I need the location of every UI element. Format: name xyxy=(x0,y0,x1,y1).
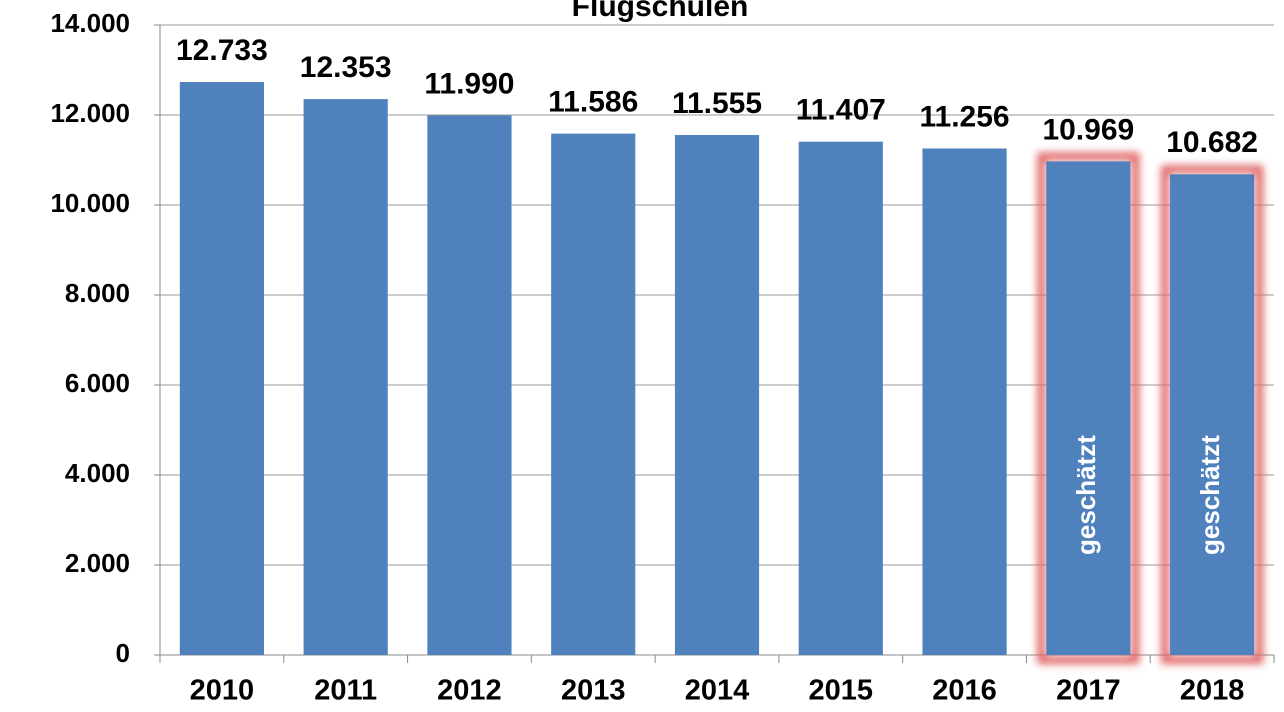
data-label: 11.990 xyxy=(424,67,514,100)
x-tick-label: 2011 xyxy=(314,675,377,707)
x-tick-label: 2010 xyxy=(190,675,255,707)
y-tick-label: 0 xyxy=(116,638,130,668)
y-tick-label: 2.000 xyxy=(65,548,130,578)
data-label: 11.256 xyxy=(920,100,1010,133)
bar xyxy=(179,82,264,655)
chart-title: Flugschulen xyxy=(572,0,749,23)
x-tick-label: 2017 xyxy=(1056,675,1121,707)
bar-highlight xyxy=(1037,152,1140,665)
data-label: 11.555 xyxy=(672,87,762,120)
annotation: geschätzt xyxy=(1195,435,1225,555)
data-label: 12.733 xyxy=(176,34,268,67)
x-tick-label: 2012 xyxy=(437,675,502,707)
x-tick-label: 2015 xyxy=(809,675,874,707)
data-label: 10.682 xyxy=(1166,126,1258,159)
data-label: 11.586 xyxy=(548,86,638,119)
data-label: 12.353 xyxy=(300,51,392,84)
annotation: geschätzt xyxy=(1071,435,1101,555)
y-tick-label: 10.000 xyxy=(50,188,130,218)
bar xyxy=(922,148,1007,656)
y-tick-label: 12.000 xyxy=(50,98,130,128)
x-tick-label: 2014 xyxy=(685,675,750,707)
bar xyxy=(798,141,883,655)
x-tick-label: 2018 xyxy=(1180,675,1245,707)
y-tick-label: 4.000 xyxy=(65,458,130,488)
y-tick-label: 8.000 xyxy=(65,278,130,308)
bar xyxy=(427,115,512,655)
x-tick-label: 2016 xyxy=(932,675,997,707)
x-tick-label: 2013 xyxy=(561,675,626,707)
y-tick-label: 6.000 xyxy=(65,368,130,398)
bar xyxy=(1046,161,1131,655)
bar-highlight xyxy=(1161,165,1264,664)
bar xyxy=(674,135,760,655)
bar xyxy=(303,99,388,656)
y-tick-label: 14.000 xyxy=(50,8,130,38)
bar xyxy=(1170,174,1255,655)
bar xyxy=(551,133,636,655)
data-label: 10.969 xyxy=(1042,113,1134,146)
data-label: 11.407 xyxy=(796,94,886,127)
